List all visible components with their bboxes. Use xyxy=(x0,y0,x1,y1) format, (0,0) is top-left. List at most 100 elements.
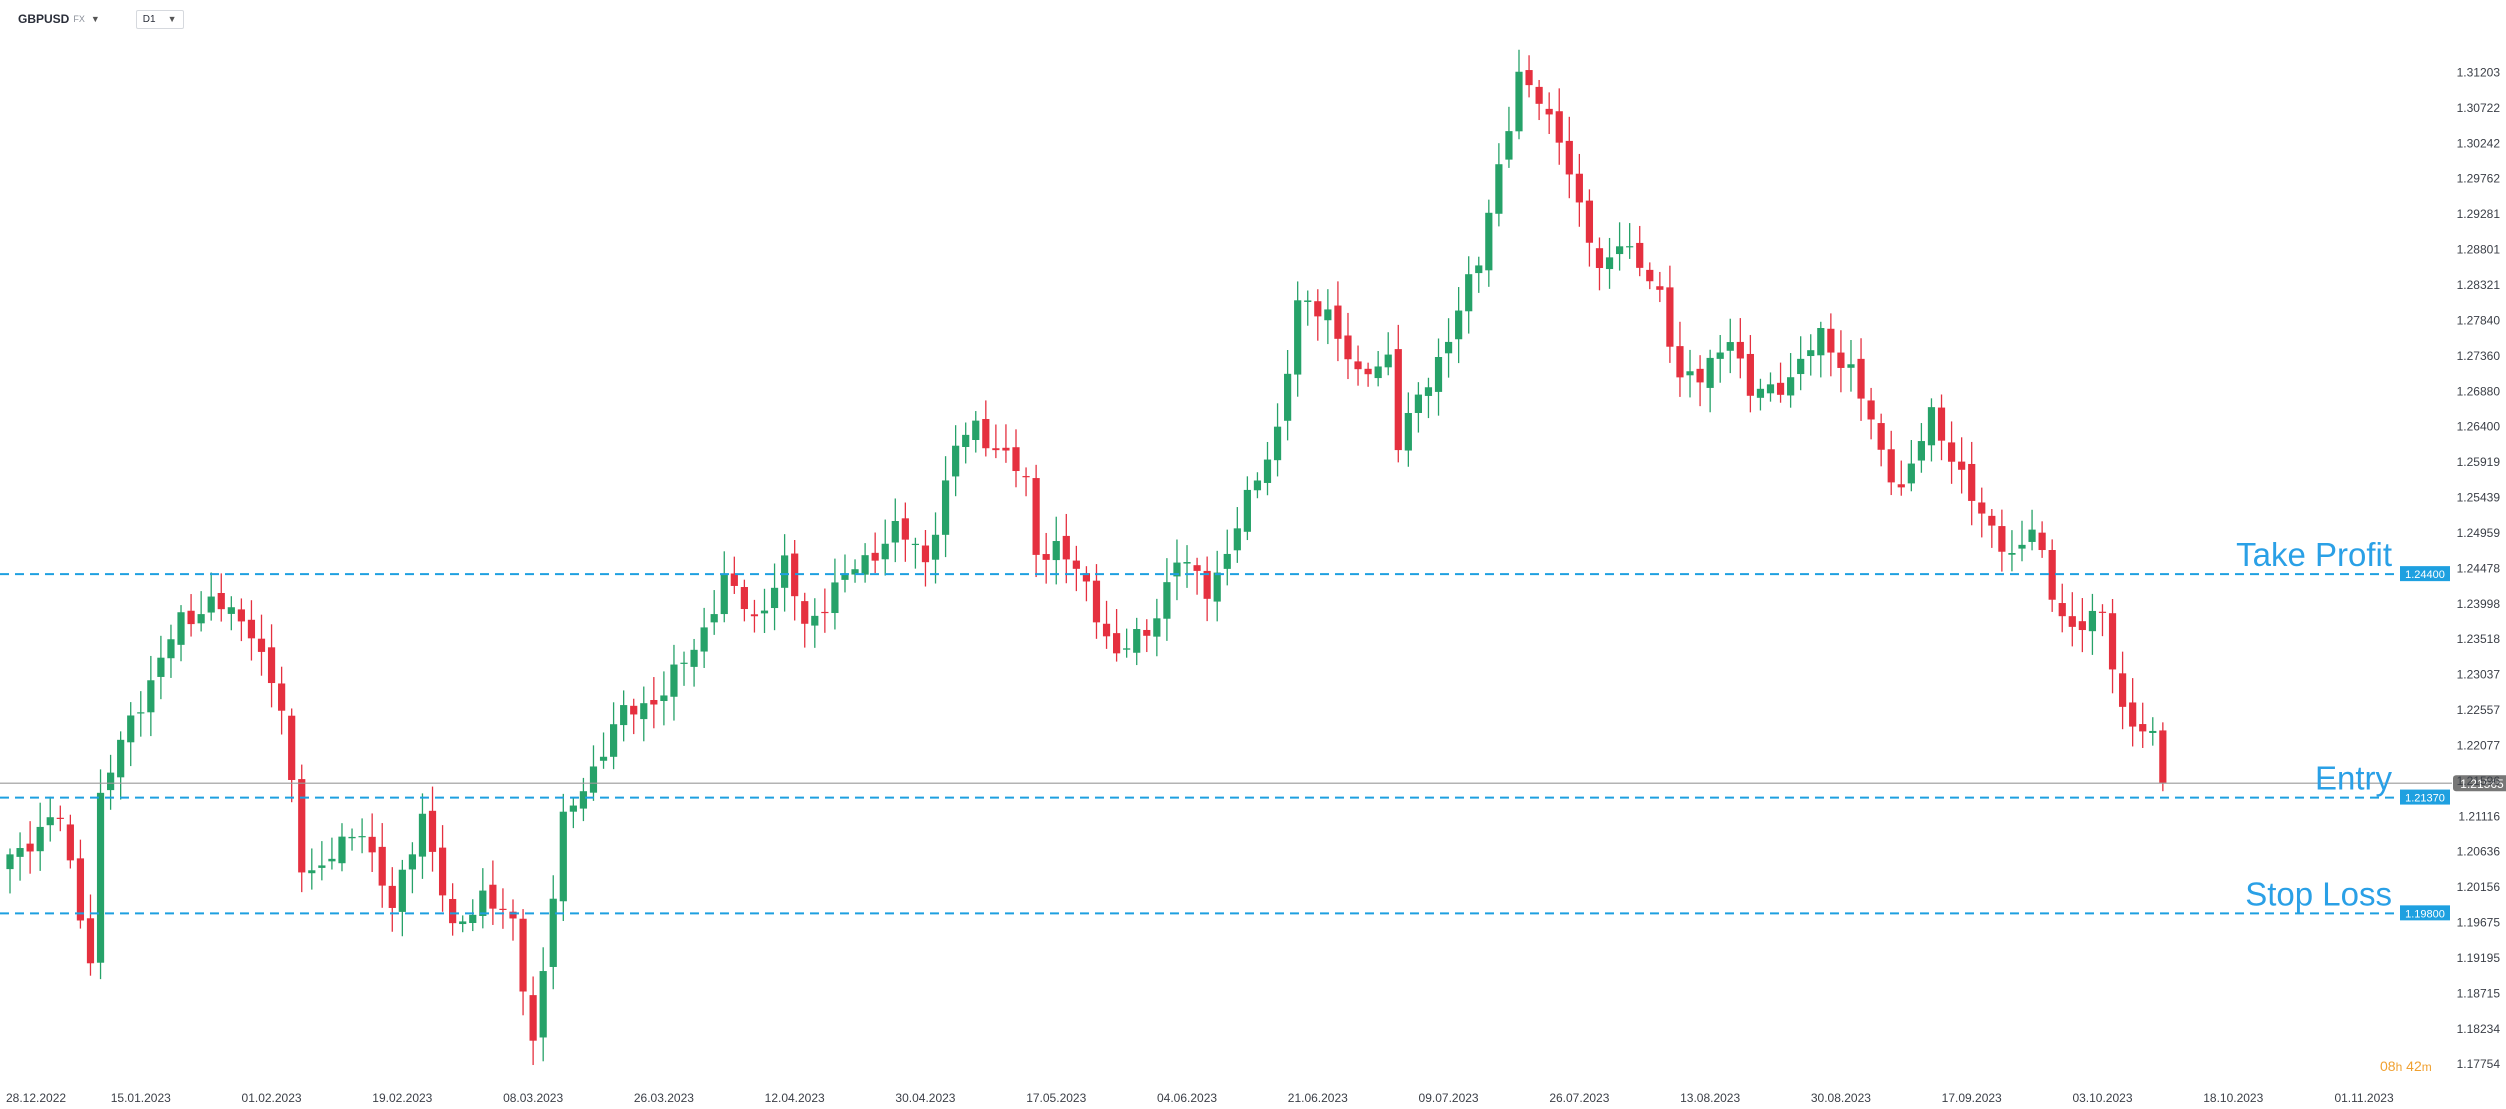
candle-body xyxy=(1092,580,1101,623)
y-tick-label: 1.30242 xyxy=(2457,136,2501,150)
candle xyxy=(428,786,437,872)
candle-body xyxy=(831,582,839,614)
candle xyxy=(1123,628,1131,658)
symbol-dropdown-icon[interactable]: ▼ xyxy=(90,14,100,24)
candle xyxy=(1646,262,1654,290)
candle xyxy=(318,841,326,881)
candle xyxy=(1877,413,1885,467)
candle-body xyxy=(1978,502,1986,514)
candle xyxy=(1113,609,1121,662)
candle-body xyxy=(388,885,396,908)
candle-body xyxy=(1595,248,1604,268)
candle-body xyxy=(599,756,608,761)
candle xyxy=(921,529,930,587)
x-tick-label: 17.09.2023 xyxy=(1942,1091,2002,1105)
candle xyxy=(2119,651,2127,730)
candle-body xyxy=(6,854,14,870)
candle-body xyxy=(217,592,225,610)
candle xyxy=(1434,338,1443,416)
candle-body xyxy=(901,518,909,540)
y-tick-label: 1.28801 xyxy=(2457,243,2501,257)
candle xyxy=(1756,378,1765,411)
candle xyxy=(1605,237,1614,289)
y-tick-label: 1.23037 xyxy=(2457,668,2501,682)
candle-body xyxy=(730,573,738,586)
candle xyxy=(1284,349,1292,441)
candle-body xyxy=(36,826,44,852)
candle xyxy=(539,947,547,1062)
candle xyxy=(1344,312,1352,380)
candle-body xyxy=(2159,730,2167,783)
candle xyxy=(257,614,266,676)
y-tick-label: 1.29281 xyxy=(2457,207,2501,221)
candle xyxy=(197,591,205,632)
candle-body xyxy=(891,521,899,543)
timeframe-select[interactable]: D1 ▼ xyxy=(135,9,184,29)
candle-body xyxy=(449,898,457,924)
candle xyxy=(1324,289,1332,345)
candle xyxy=(1958,437,1966,494)
candle xyxy=(1565,116,1573,199)
candle xyxy=(1666,265,1674,363)
current-price-tag-text: 1.21565 xyxy=(2460,777,2504,791)
candle xyxy=(1947,421,1956,484)
candle-body xyxy=(278,683,286,711)
candle xyxy=(529,976,537,1066)
candle-body xyxy=(509,911,517,919)
candle xyxy=(438,825,447,912)
candle xyxy=(811,598,819,648)
candle xyxy=(127,702,135,767)
candle xyxy=(690,638,698,687)
candle-body xyxy=(298,779,306,873)
level-price-tag-text: 1.19800 xyxy=(2405,908,2445,920)
candle-body xyxy=(257,638,266,652)
candle xyxy=(328,837,336,870)
candle-body xyxy=(911,543,919,546)
candle-body xyxy=(56,817,64,819)
candle-body xyxy=(1304,300,1312,302)
candle xyxy=(227,596,235,631)
symbol-label: GBPUSD xyxy=(18,12,70,26)
candle-body xyxy=(1525,70,1533,86)
candle-body xyxy=(1706,357,1714,388)
candle xyxy=(479,868,487,929)
x-tick-label: 18.10.2023 xyxy=(2203,1091,2263,1105)
candle xyxy=(1505,106,1513,168)
candle-body xyxy=(972,420,980,441)
candle xyxy=(710,590,718,635)
candle-body xyxy=(1284,373,1292,421)
candle-body xyxy=(720,574,728,615)
candle-body xyxy=(1294,300,1302,375)
candle-body xyxy=(1173,562,1181,577)
candle-body xyxy=(1535,86,1543,104)
candle xyxy=(469,899,477,932)
candle xyxy=(640,686,648,742)
candle xyxy=(1495,143,1503,227)
candle-body xyxy=(86,918,95,964)
candle-body xyxy=(1605,257,1614,270)
x-tick-label: 01.11.2023 xyxy=(2334,1091,2393,1105)
candle xyxy=(620,690,628,742)
candle-body xyxy=(1937,407,1946,441)
candle xyxy=(1012,429,1020,488)
candle xyxy=(2018,520,2026,562)
candle-body xyxy=(750,614,759,617)
candle xyxy=(418,793,427,879)
candle xyxy=(1193,557,1201,595)
candle xyxy=(338,823,346,872)
y-tick-label: 1.23518 xyxy=(2457,632,2501,646)
candle-body xyxy=(398,869,406,912)
candle xyxy=(1394,324,1402,463)
candle-body xyxy=(1444,341,1453,354)
candle-body xyxy=(1736,341,1744,359)
candle xyxy=(2078,598,2086,653)
candle-body xyxy=(851,569,859,575)
candle xyxy=(1907,440,1915,492)
candle-body xyxy=(931,534,940,560)
timeframe-value: D1 xyxy=(142,13,156,25)
candle-body xyxy=(237,609,245,622)
y-tick-label: 1.24478 xyxy=(2457,561,2501,575)
candle-body xyxy=(499,908,507,910)
candle-body xyxy=(952,445,960,477)
